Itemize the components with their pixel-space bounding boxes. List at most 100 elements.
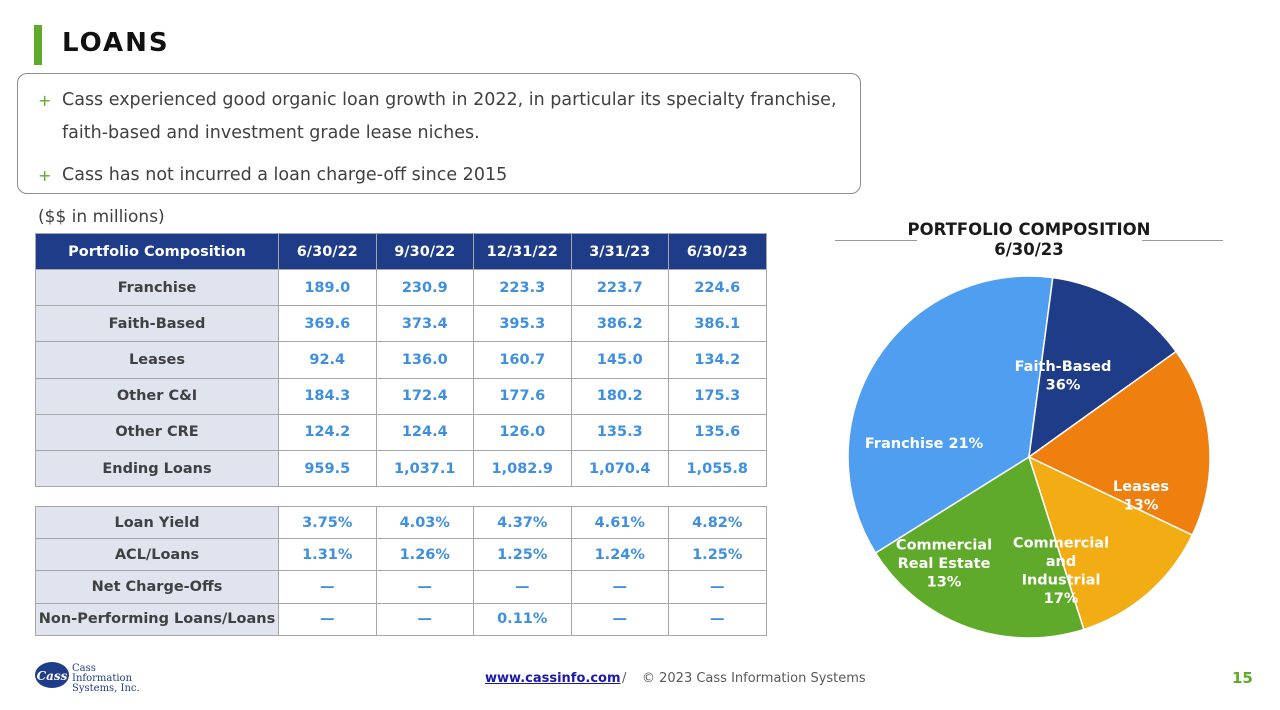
table-cell: 4.37% bbox=[473, 505, 572, 540]
table-cell: — bbox=[668, 570, 767, 604]
table-cell: 184.3 bbox=[278, 377, 377, 415]
table-row: Non-Performing Loans/Loans — —0.11% — — bbox=[35, 602, 767, 636]
table-cell: 386.2 bbox=[570, 305, 669, 343]
bullet-text: Cass experienced good organic loan growt… bbox=[62, 90, 837, 143]
title-rule bbox=[1142, 240, 1223, 241]
table-cell: 160.7 bbox=[473, 341, 572, 379]
table-row: Ending Loans 959.5 1,037.1 1,082.9 1,070.4 1,… bbox=[35, 449, 767, 488]
table-row: Franchise 189.0 230.9 223.3 223.7 224.6 bbox=[35, 268, 767, 307]
pie-title-line: PORTFOLIO COMPOSITION bbox=[907, 220, 1151, 239]
table-row: Other CRE 124.2 124.4 126.0 135.3 135.6 bbox=[35, 413, 767, 451]
title-rule bbox=[835, 240, 917, 241]
portfolio-pie-chart: Faith-Based 36% Leases 13% Commercial and Indu… bbox=[847, 275, 1211, 639]
row-label: ACL/Loans bbox=[35, 538, 279, 572]
column-header: 6/30/22 bbox=[278, 233, 377, 270]
pie-slice bbox=[874, 455, 1085, 639]
pie-title-date: 6/30/23 bbox=[994, 240, 1064, 259]
column-header: Portfolio Composition bbox=[35, 233, 279, 270]
pie-title: PORTFOLIO COMPOSITION 6/30/23 bbox=[835, 220, 1223, 260]
table-cell: 145.0 bbox=[570, 341, 669, 379]
table-cell: 180.2 bbox=[570, 377, 669, 415]
plus-icon: + bbox=[38, 166, 52, 185]
table-cell: 223.3 bbox=[473, 268, 572, 307]
table-cell: 136.0 bbox=[375, 341, 474, 379]
pie-slice bbox=[1028, 276, 1178, 459]
table-cell: 1.24% bbox=[570, 538, 669, 572]
logo-text: Cass bbox=[72, 663, 96, 674]
pie-slice bbox=[1027, 455, 1194, 631]
table-cell: — bbox=[278, 602, 377, 636]
table-cell: 1,055.8 bbox=[668, 449, 767, 488]
table-cell: 92.4 bbox=[278, 341, 377, 379]
row-label: Net Charge-Offs bbox=[35, 570, 279, 604]
column-header: 6/30/23 bbox=[668, 233, 767, 270]
table-cell: 0.11% bbox=[473, 602, 572, 636]
plus-icon: + bbox=[38, 91, 52, 110]
table-row: Faith-Based 369.6 373.4 395.3 386.2 386.1 bbox=[35, 305, 767, 343]
table-cell: 1,070.4 bbox=[570, 449, 669, 488]
table-cell: 3.75% bbox=[278, 505, 377, 540]
table-row: ACL/Loans 1.31% 1.26% 1.25% 1.24% 1.25% bbox=[35, 538, 767, 572]
pie-slice-label: Commercial bbox=[1013, 535, 1109, 551]
table-row: Loan Yield 3.75% 4.03% 4.37% 4.61% 4.82% bbox=[35, 505, 767, 540]
copyright-text: © 2023 Cass Information Systems bbox=[642, 671, 866, 686]
table-cell: — bbox=[570, 570, 669, 604]
table-cell: 230.9 bbox=[375, 268, 474, 307]
table-cell: — bbox=[473, 570, 572, 604]
table-cell: 1.31% bbox=[278, 538, 377, 572]
pie-slice-label: Faith-Based bbox=[1015, 359, 1112, 375]
table-cell: 177.6 bbox=[473, 377, 572, 415]
table-cell: 369.6 bbox=[278, 305, 377, 343]
table-cell: 1.26% bbox=[375, 538, 474, 572]
table-cell: — bbox=[278, 570, 377, 604]
table-cell: 4.61% bbox=[570, 505, 669, 540]
table-cell: 135.6 bbox=[668, 413, 767, 451]
logo-text: Information bbox=[72, 673, 133, 684]
logo-text: Systems, Inc. bbox=[72, 683, 140, 694]
pie-slice-label: and bbox=[1046, 554, 1077, 570]
table-cell: 223.7 bbox=[570, 268, 669, 307]
table-row: Leases 92.4 136.0 160.7 145.0 134.2 bbox=[35, 341, 767, 379]
table-cell: 395.3 bbox=[473, 305, 572, 343]
footer-separator: / bbox=[622, 671, 627, 686]
table-row: Other C&I 184.3 172.4 177.6 180.2 175.3 bbox=[35, 377, 767, 415]
pie-slice-label: Franchise 21% bbox=[865, 436, 984, 452]
website-link[interactable]: www.cassinfo.com bbox=[485, 671, 621, 686]
logo-oval bbox=[35, 662, 69, 688]
logo-mark: Cass bbox=[37, 669, 68, 683]
table-cell: 386.1 bbox=[668, 305, 767, 343]
table-cell: 189.0 bbox=[278, 268, 377, 307]
pie-slice-label: 13% bbox=[927, 575, 962, 591]
pie-slice-label: Leases bbox=[1113, 479, 1169, 495]
units-note: ($$ in millions) bbox=[38, 207, 165, 227]
table-cell: 1.25% bbox=[668, 538, 767, 572]
table-cell: — bbox=[570, 602, 669, 636]
table-cell: 124.2 bbox=[278, 413, 377, 451]
table-cell: 1,037.1 bbox=[375, 449, 474, 488]
column-header: 3/31/23 bbox=[570, 233, 669, 270]
pie-slice bbox=[1027, 350, 1211, 537]
table-cell: 124.4 bbox=[375, 413, 474, 451]
row-label: Non-Performing Loans/Loans bbox=[35, 602, 279, 636]
pie-slice-label: Real Estate bbox=[898, 556, 991, 572]
page-title: LOANS bbox=[62, 28, 170, 58]
row-label: Faith-Based bbox=[35, 305, 279, 343]
row-label: Loan Yield bbox=[35, 505, 279, 540]
column-header: 12/31/22 bbox=[473, 233, 572, 270]
pie-slice-label: 17% bbox=[1044, 591, 1079, 607]
column-header: 9/30/22 bbox=[375, 233, 474, 270]
portfolio-table: Portfolio Composition 6/30/22 9/30/22 12… bbox=[35, 233, 767, 488]
table-cell: 4.03% bbox=[375, 505, 474, 540]
row-label: Ending Loans bbox=[35, 449, 279, 488]
table-cell: — bbox=[375, 570, 474, 604]
table-cell: — bbox=[375, 602, 474, 636]
metrics-table: Loan Yield 3.75% 4.03% 4.37% 4.61% 4.82% ACL/L… bbox=[35, 505, 767, 636]
page-number: 15 bbox=[1232, 669, 1253, 687]
table-cell: 175.3 bbox=[668, 377, 767, 415]
cass-logo: Cass Cass Information Systems, Inc. bbox=[35, 662, 140, 694]
table-cell: 959.5 bbox=[278, 449, 377, 488]
row-label: Other CRE bbox=[35, 413, 279, 451]
title-accent-bar bbox=[34, 25, 42, 65]
table-cell: 134.2 bbox=[668, 341, 767, 379]
table-cell: — bbox=[668, 602, 767, 636]
